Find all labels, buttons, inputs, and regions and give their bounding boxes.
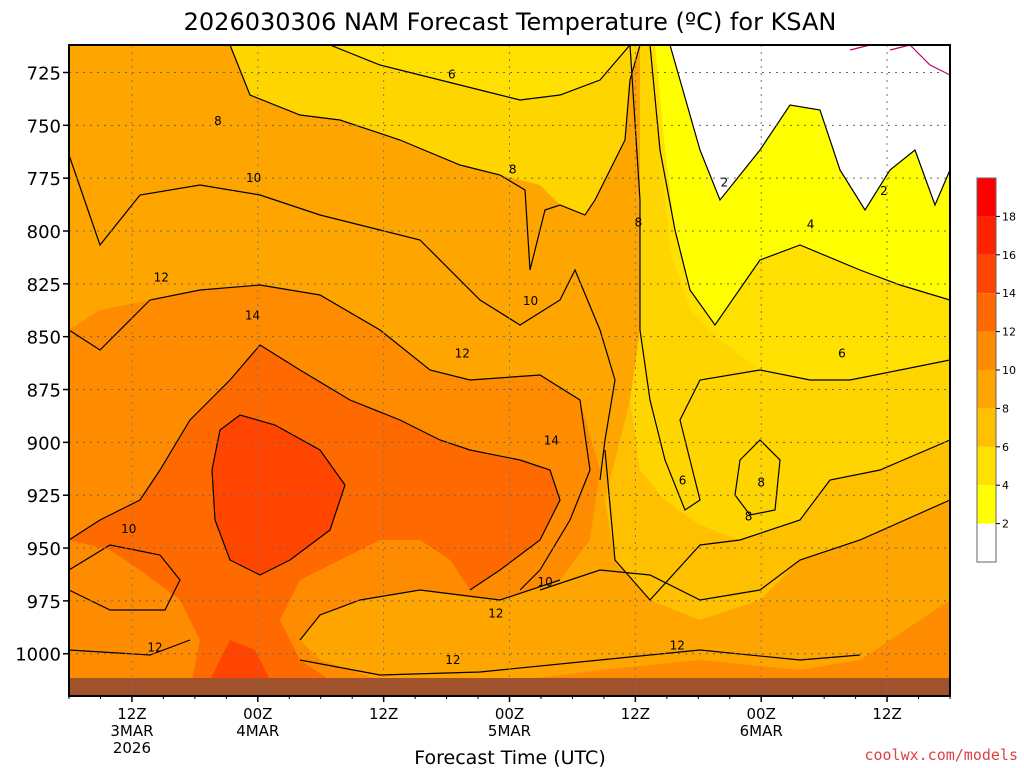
colorbar-label: 2 (1002, 518, 1009, 531)
y-tick-label: 750 (27, 116, 61, 137)
contour-12-lower (69, 579, 561, 656)
contour-label: 6 (838, 347, 846, 361)
contour-label: 8 (745, 509, 753, 523)
contour-10-lower (69, 544, 181, 611)
y-tick-label: 1000 (15, 645, 61, 666)
contour-label: 8 (757, 476, 765, 490)
colorbar-label: 12 (1002, 326, 1016, 339)
x-tick-label: 6MAR (740, 722, 783, 740)
contour-label: 12 (670, 638, 685, 652)
x-tick-label: 00Z (495, 705, 524, 723)
ground-shading (69, 678, 950, 696)
y-tick-label: 850 (27, 328, 61, 349)
x-tick-label: 00Z (243, 705, 272, 723)
x-tick-label: 5MAR (488, 722, 531, 740)
x-tick-label: 12Z (872, 705, 901, 723)
contour-label: 6 (679, 473, 687, 487)
contour-label: 12 (488, 607, 503, 621)
contour-12 (69, 284, 591, 591)
colorbar-swatch (977, 370, 996, 409)
y-tick-label: 950 (27, 539, 61, 560)
x-tick-label: 12Z (621, 705, 650, 723)
colorbar-label: 8 (1002, 402, 1009, 415)
colorbar-swatch (977, 485, 996, 524)
contour-label: 8 (509, 163, 517, 177)
contour-4 (649, 45, 950, 327)
y-axis: 725 750 775 800 825 850 875 900 925 950 975 1000 (15, 63, 69, 666)
contour-label: 8 (635, 216, 643, 230)
y-tick-label: 925 (27, 486, 61, 507)
x-axis-label: Forecast Time (UTC) (414, 747, 605, 768)
colorbar-swatch (977, 293, 996, 332)
x-tick-label: 12Z (369, 705, 398, 723)
contour-12-bottom (299, 649, 861, 676)
colorbar-label: 14 (1002, 287, 1016, 300)
colorbar-label: 18 (1002, 210, 1016, 223)
contour-6 (329, 45, 631, 101)
contour-lines (69, 45, 950, 676)
fill-band-0-2 (670, 45, 950, 210)
y-tick-label: 975 (27, 592, 61, 613)
contour-label: 12 (445, 653, 460, 667)
x-tick-label: 2026 (113, 739, 151, 757)
contour-14 (69, 344, 561, 591)
colorbar-label: 4 (1002, 479, 1009, 492)
colorbar-label: 16 (1002, 249, 1016, 262)
contour-8-upper (229, 45, 641, 271)
y-tick-label: 900 (27, 433, 61, 454)
contour-label: 14 (544, 433, 559, 447)
colorbar-swatch (977, 331, 996, 370)
chart-title: 2026030306 NAM Forecast Temperature (ºC)… (184, 8, 837, 36)
x-tick-label: 12Z (117, 705, 146, 723)
contour-label: 12 (455, 347, 470, 361)
contour-label: 2 (721, 175, 729, 189)
contour-label: 4 (807, 218, 815, 232)
colorbar-swatch (977, 446, 996, 486)
colorbar-label: 10 (1002, 364, 1016, 377)
x-tick-label: 4MAR (236, 722, 279, 740)
colorbar-swatch (977, 178, 996, 217)
y-tick-label: 775 (27, 169, 61, 190)
y-tick-label: 825 (27, 275, 61, 296)
colorbar-swatch (977, 523, 996, 562)
colorbar-swatch (977, 408, 996, 447)
colorbar: 2 4 6 8 10 12 14 16 18 (976, 177, 1016, 563)
y-tick-label: 800 (27, 222, 61, 243)
contour-label: 2 (880, 184, 888, 198)
contour-10-right (539, 499, 950, 601)
contour-label: 10 (246, 171, 261, 185)
colorbar-label: 6 (1002, 441, 1009, 454)
contour-6-right (629, 45, 950, 511)
contour-8-right (604, 439, 950, 601)
contour-label: 10 (523, 294, 538, 308)
contour-label: 12 (147, 640, 162, 654)
colorbar-swatch (977, 254, 996, 294)
contour-label: 6 (448, 68, 456, 82)
y-tick-label: 875 (27, 381, 61, 402)
contour-2 (669, 45, 950, 212)
y-tick-label: 725 (27, 63, 61, 84)
contour-label: 10 (121, 522, 136, 536)
credit-text: coolwx.com/models (864, 746, 1018, 764)
x-tick-label: 3MAR (110, 722, 153, 740)
contour-label: 12 (154, 271, 169, 285)
contour-labels: 6 8 8 8 10 10 12 12 14 14 2 2 4 6 6 8 8 10 10 12 12 12 12 (121, 68, 888, 667)
contour-16 (211, 414, 346, 576)
fill-band-16-18 (210, 415, 345, 680)
contour-label: 8 (214, 114, 222, 128)
x-tick-label: 00Z (747, 705, 776, 723)
colorbar-swatch (977, 216, 996, 255)
contour-label: 10 (538, 575, 553, 589)
contour-label: 14 (245, 309, 260, 323)
contour-10-upper (69, 154, 616, 481)
